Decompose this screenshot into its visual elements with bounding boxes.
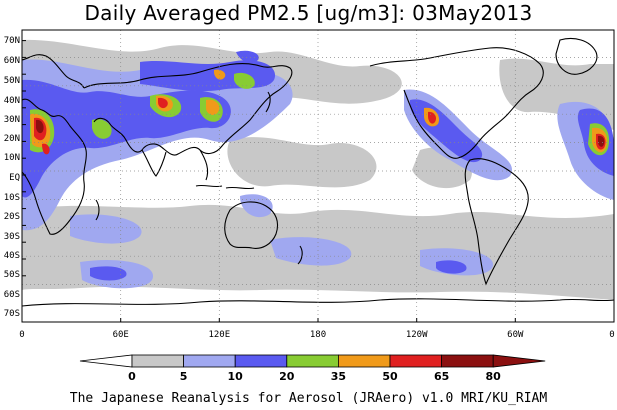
- colorbar-swatch: [234, 354, 288, 368]
- lon-label: 0: [19, 330, 24, 340]
- lat-label: 20S: [4, 212, 20, 222]
- lon-label: 180: [310, 330, 326, 340]
- colorbar-level-label: 65: [434, 370, 449, 383]
- colorbar-level-label: 5: [180, 370, 188, 383]
- lat-label: 60N: [4, 56, 20, 66]
- lat-label: 60S: [4, 290, 20, 300]
- colorbar-swatch: [337, 354, 391, 368]
- colorbar: 0 5 10 20 35 50 65 80: [79, 354, 546, 383]
- coastlines: [22, 37, 614, 307]
- longitude-labels: 0 60E 120E 180 120W 60W 0: [19, 330, 614, 340]
- lat-label: 70N: [4, 36, 20, 46]
- credit-line: The Japanese Reanalysis for Aerosol (JRA…: [69, 391, 548, 406]
- lon-label: 60E: [113, 330, 129, 340]
- lat-label: 40S: [4, 251, 20, 261]
- colorbar-level-label: 20: [279, 370, 295, 383]
- colorbar-swatch: [183, 354, 236, 368]
- lat-label: 20N: [4, 134, 20, 144]
- lon-label: 120E: [208, 330, 230, 340]
- lat-label: 70S: [4, 309, 20, 319]
- colorbar-swatch: [441, 354, 494, 368]
- lat-label: 30N: [4, 115, 20, 125]
- lat-label: 10N: [4, 153, 20, 163]
- lat-label: 10S: [4, 193, 20, 203]
- latitude-labels: 70N 60N 50N 40N 30N 20N 10N EQ 10S 20S 3…: [4, 36, 20, 319]
- axis-ticks: [22, 40, 516, 322]
- colorbar-swatch: [286, 354, 339, 368]
- colorbar-level-label: 10: [228, 370, 244, 383]
- colorbar-arrow-high: [492, 354, 546, 368]
- colorbar-swatch: [131, 354, 184, 368]
- colorbar-arrow-low: [79, 354, 133, 368]
- lon-label: 0: [609, 330, 614, 340]
- lat-label: 50N: [4, 76, 20, 86]
- lat-label: 40N: [4, 96, 20, 106]
- lat-label: EQ: [9, 173, 20, 183]
- colorbar-level-label: 80: [486, 370, 502, 383]
- colorbar-swatch: [389, 354, 442, 368]
- map-title: Daily Averaged PM2.5 [ug/m3]: 03May2013: [84, 1, 533, 25]
- lon-label: 60W: [507, 330, 524, 340]
- pm25-field: [22, 30, 614, 322]
- colorbar-level-label: 0: [128, 370, 136, 383]
- colorbar-level-label: 35: [331, 370, 346, 383]
- pm25-band-above-80: [36, 119, 605, 147]
- lon-label: 120W: [406, 330, 428, 340]
- colorbar-level-label: 50: [382, 370, 398, 383]
- graticule: [22, 30, 614, 322]
- lat-label: 30S: [4, 232, 20, 242]
- lat-label: 50S: [4, 270, 20, 280]
